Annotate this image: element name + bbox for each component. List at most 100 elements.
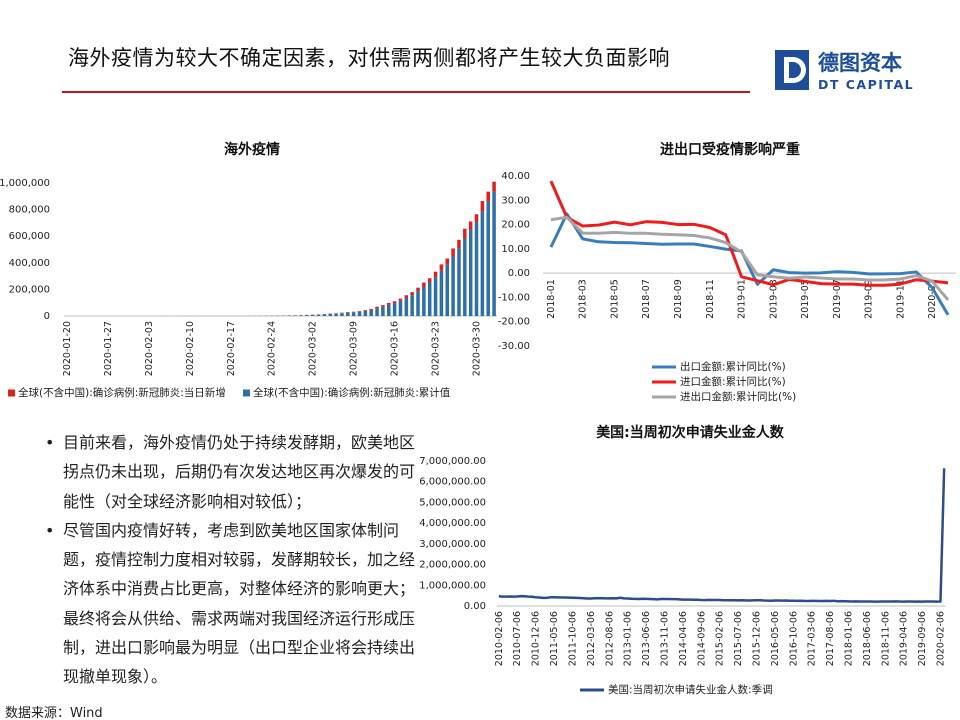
bar	[316, 314, 321, 316]
x-tick-label: 2019-03	[768, 279, 779, 319]
y-tick-label: -20.00	[498, 317, 530, 328]
x-tick-label: 2020-03-09	[349, 321, 360, 376]
bar	[433, 277, 438, 316]
y-tick-label: 2,000,000.00	[419, 560, 486, 571]
bar	[480, 211, 485, 316]
x-tick-label: 2018-01	[546, 279, 557, 319]
x-tick-label: 2010-12-06	[531, 611, 542, 666]
bar	[363, 310, 368, 316]
y-tick-label: 0.00	[464, 601, 486, 612]
y-tick-label: 5,000,000.00	[419, 497, 486, 508]
y-tick-label: 30.00	[501, 195, 530, 206]
bar	[416, 291, 420, 316]
y-tick-label: 1,000,000.00	[419, 580, 486, 591]
x-tick-label: 2020-01-27	[103, 321, 114, 376]
bar	[293, 315, 297, 316]
bullet: 目前来看，海外疫情仍处于持续发酵期，欧美地区拐点仍未出现，后期仍有次发达地区再次…	[45, 428, 415, 516]
legend-label: 美国:当周初次申请失业金人数:季调	[608, 683, 773, 696]
bar	[433, 271, 438, 278]
bar	[445, 258, 450, 265]
bar	[299, 315, 303, 316]
y-tick-label: 800,000	[9, 205, 50, 216]
y-tick-label: 20.00	[501, 220, 530, 231]
x-tick-label: 2018-03	[578, 279, 589, 319]
bar	[351, 312, 356, 316]
x-tick-label: 2016-05-06	[770, 611, 781, 666]
y-tick-label: 10.00	[501, 244, 530, 255]
bar	[392, 301, 397, 304]
x-tick-label: 2019-05	[800, 279, 811, 319]
x-tick-label: 2020-02-17	[226, 321, 237, 376]
bar	[322, 314, 327, 316]
logo: 德图资本 DT CAPITAL	[775, 50, 913, 92]
y-tick-label: 6,000,000.00	[419, 477, 486, 488]
x-tick-label: 2020-02-24	[267, 321, 278, 376]
line-series	[549, 212, 950, 316]
line-series	[549, 180, 949, 287]
y-tick-label: 600,000	[9, 231, 50, 242]
bar	[375, 308, 379, 316]
x-tick-label: 2019-09-06	[917, 611, 928, 666]
y-tick-label: 400,000	[9, 258, 50, 269]
bar	[375, 306, 379, 309]
x-tick-label: 2017-08-06	[825, 611, 836, 666]
x-tick-label: 2014-04-06	[678, 611, 689, 666]
bar	[422, 287, 426, 316]
x-tick-label: 2018-11-06	[880, 611, 891, 666]
y-tick-label: 0	[44, 311, 50, 322]
x-tick-label: 2019-09	[864, 279, 875, 319]
logo-name: 德图资本	[818, 51, 902, 75]
bar	[386, 304, 391, 316]
x-tick-label: 2012-08-06	[604, 611, 615, 666]
bar	[422, 282, 426, 288]
bar	[463, 228, 467, 239]
x-tick-label: 2016-10-06	[788, 611, 799, 666]
bar	[363, 310, 368, 311]
bar	[427, 282, 432, 316]
logo-letter	[784, 57, 806, 83]
bar	[445, 264, 450, 316]
y-tick-label: -10.00	[498, 292, 530, 303]
x-tick-label: 2013-01-06	[623, 611, 634, 666]
x-tick-label: 2020-03-16	[390, 321, 401, 376]
y-tick-label: 4,000,000.00	[419, 518, 486, 529]
bar	[451, 256, 455, 316]
bar	[357, 311, 362, 312]
chart-title: 美国:当周初次申请失业金人数	[596, 424, 785, 441]
bar	[451, 248, 455, 257]
bar	[416, 287, 420, 292]
legend-label: 进口金额:累计同比(%)	[680, 375, 786, 388]
bar	[474, 222, 479, 316]
x-tick-label: 2015-12-06	[751, 611, 762, 666]
x-tick-label: 2017-03-06	[807, 611, 818, 666]
bar	[410, 292, 414, 296]
x-tick-label: 2019-07	[832, 279, 843, 319]
y-tick-label: 1,000,000	[0, 178, 50, 189]
x-tick-label: 2013-06-06	[641, 611, 652, 666]
x-tick-label: 2018-07	[641, 279, 652, 319]
bar	[386, 302, 391, 305]
bar	[468, 229, 473, 316]
bar	[457, 239, 461, 249]
bar	[328, 313, 332, 316]
bar	[486, 201, 490, 316]
bar	[486, 191, 490, 202]
legend-label: 全球(不含中国):确诊病例:新冠肺炎:当日新增	[18, 386, 226, 399]
bar	[439, 264, 444, 271]
bullet: 尽管国内疫情好转，考虑到欧美地区国家体制问题，疫情控制力度相对较弱，发酵期较长，…	[45, 516, 415, 692]
legend-label: 进出口金额:累计同比(%)	[680, 390, 796, 403]
bar	[357, 311, 362, 316]
x-tick-label: 2019-04-06	[899, 611, 910, 666]
x-tick-label: 2020-02-06	[935, 611, 946, 666]
chart-title: 海外疫情	[224, 141, 280, 158]
bar	[334, 313, 338, 316]
bar	[305, 315, 309, 316]
line-series	[498, 468, 946, 603]
bar	[492, 181, 496, 192]
x-tick-label: 2020-03-30	[472, 321, 483, 376]
x-tick-label: 2015-07-06	[733, 611, 744, 666]
bar	[457, 248, 461, 316]
y-tick-label: 7,000,000.00	[419, 456, 486, 467]
